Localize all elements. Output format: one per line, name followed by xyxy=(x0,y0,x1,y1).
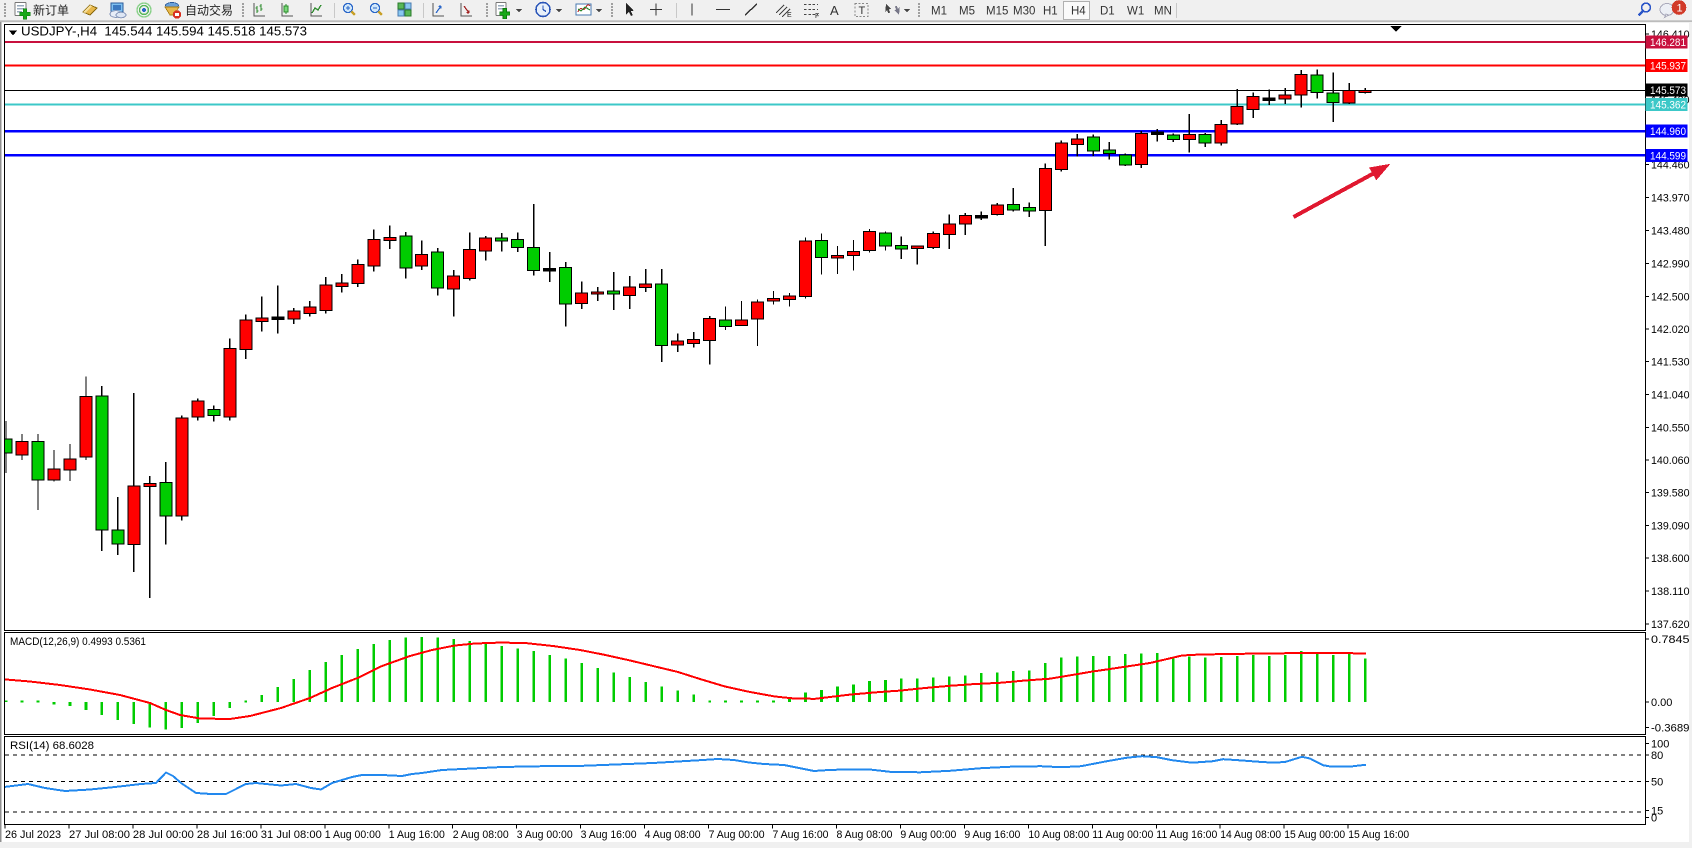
svg-text:50: 50 xyxy=(1651,776,1663,788)
svg-text:USDJPY-,H4 145.544 145.594 14: USDJPY-,H4 145.544 145.594 145.518 145.5… xyxy=(21,25,307,39)
svg-text:15 Aug 00:00: 15 Aug 00:00 xyxy=(1284,829,1345,841)
svg-text:1: 1 xyxy=(1677,3,1683,15)
svg-text:MACD(12,26,9) 0.4993 0.5361: MACD(12,26,9) 0.4993 0.5361 xyxy=(10,636,146,648)
svg-text:M15: M15 xyxy=(986,6,1008,18)
svg-text:3 Aug 00:00: 3 Aug 00:00 xyxy=(517,829,573,841)
svg-text:T: T xyxy=(859,5,866,17)
svg-text:F: F xyxy=(815,13,819,20)
svg-text:3 Aug 16:00: 3 Aug 16:00 xyxy=(581,829,637,841)
svg-text:145.362: 145.362 xyxy=(1650,99,1686,111)
svg-text:144.599: 144.599 xyxy=(1650,150,1686,162)
svg-text:27 Jul 08:00: 27 Jul 08:00 xyxy=(69,829,130,841)
svg-text:1 Aug 00:00: 1 Aug 00:00 xyxy=(325,829,381,841)
svg-text:RSI(14) 68.6028: RSI(14) 68.6028 xyxy=(10,740,94,752)
svg-text:H1: H1 xyxy=(1043,6,1058,18)
svg-text:自动交易: 自动交易 xyxy=(185,3,233,18)
svg-text:M5: M5 xyxy=(959,6,975,18)
svg-text:31 Jul 08:00: 31 Jul 08:00 xyxy=(261,829,322,841)
svg-text:M30: M30 xyxy=(1013,6,1035,18)
svg-text:8 Aug 08:00: 8 Aug 08:00 xyxy=(837,829,893,841)
svg-text:7 Aug 00:00: 7 Aug 00:00 xyxy=(709,829,765,841)
svg-text:D1: D1 xyxy=(1100,6,1115,18)
svg-text:100: 100 xyxy=(1651,739,1669,751)
svg-text:0: 0 xyxy=(1651,813,1657,825)
svg-text:W1: W1 xyxy=(1127,6,1144,18)
svg-text:MN: MN xyxy=(1154,6,1172,18)
svg-text:140.550: 140.550 xyxy=(1651,422,1690,434)
svg-text:140.060: 140.060 xyxy=(1651,455,1690,467)
svg-text:H4: H4 xyxy=(1071,6,1086,18)
svg-text:新订单: 新订单 xyxy=(33,3,69,18)
svg-text:138.600: 138.600 xyxy=(1651,553,1690,565)
svg-text:0.00: 0.00 xyxy=(1651,697,1672,709)
svg-text:137.620: 137.620 xyxy=(1651,619,1690,631)
svg-text:144.960: 144.960 xyxy=(1650,126,1686,138)
svg-text:1 Aug 16:00: 1 Aug 16:00 xyxy=(389,829,445,841)
svg-text:139.580: 139.580 xyxy=(1651,487,1690,499)
svg-text:145.573: 145.573 xyxy=(1650,85,1686,97)
svg-text:2 Aug 08:00: 2 Aug 08:00 xyxy=(453,829,509,841)
svg-text:E: E xyxy=(787,12,792,19)
svg-text:142.990: 142.990 xyxy=(1651,258,1690,270)
svg-text:10 Aug 08:00: 10 Aug 08:00 xyxy=(1028,829,1089,841)
svg-text:139.090: 139.090 xyxy=(1651,520,1690,532)
svg-text:7 Aug 16:00: 7 Aug 16:00 xyxy=(773,829,829,841)
svg-text:14 Aug 08:00: 14 Aug 08:00 xyxy=(1220,829,1281,841)
svg-text:9 Aug 00:00: 9 Aug 00:00 xyxy=(900,829,956,841)
svg-text:143.480: 143.480 xyxy=(1651,226,1690,238)
svg-text:144.460: 144.460 xyxy=(1651,160,1690,172)
svg-text:141.040: 141.040 xyxy=(1651,389,1690,401)
svg-text:28 Jul 00:00: 28 Jul 00:00 xyxy=(133,829,194,841)
svg-text:146.281: 146.281 xyxy=(1650,37,1686,49)
svg-text:11 Aug 00:00: 11 Aug 00:00 xyxy=(1092,829,1153,841)
svg-text:145.937: 145.937 xyxy=(1650,61,1686,73)
svg-text:4 Aug 08:00: 4 Aug 08:00 xyxy=(645,829,701,841)
svg-text:-0.3689: -0.3689 xyxy=(1651,723,1690,735)
svg-text:26 Jul 2023: 26 Jul 2023 xyxy=(5,829,61,841)
svg-text:11 Aug 16:00: 11 Aug 16:00 xyxy=(1156,829,1217,841)
svg-text:142.020: 142.020 xyxy=(1651,324,1690,336)
svg-text:M1: M1 xyxy=(931,6,947,18)
svg-text:138.110: 138.110 xyxy=(1651,586,1690,598)
svg-text:15 Aug 16:00: 15 Aug 16:00 xyxy=(1348,829,1409,841)
svg-text:141.530: 141.530 xyxy=(1651,357,1690,369)
svg-text:142.500: 142.500 xyxy=(1651,291,1690,303)
svg-text:A: A xyxy=(830,3,839,18)
svg-text:80: 80 xyxy=(1651,750,1663,762)
svg-text:143.970: 143.970 xyxy=(1651,193,1690,205)
svg-text:15: 15 xyxy=(1651,806,1663,818)
svg-text:9 Aug 16:00: 9 Aug 16:00 xyxy=(964,829,1020,841)
svg-text:28 Jul 16:00: 28 Jul 16:00 xyxy=(197,829,258,841)
svg-text:0.7845: 0.7845 xyxy=(1651,634,1690,646)
